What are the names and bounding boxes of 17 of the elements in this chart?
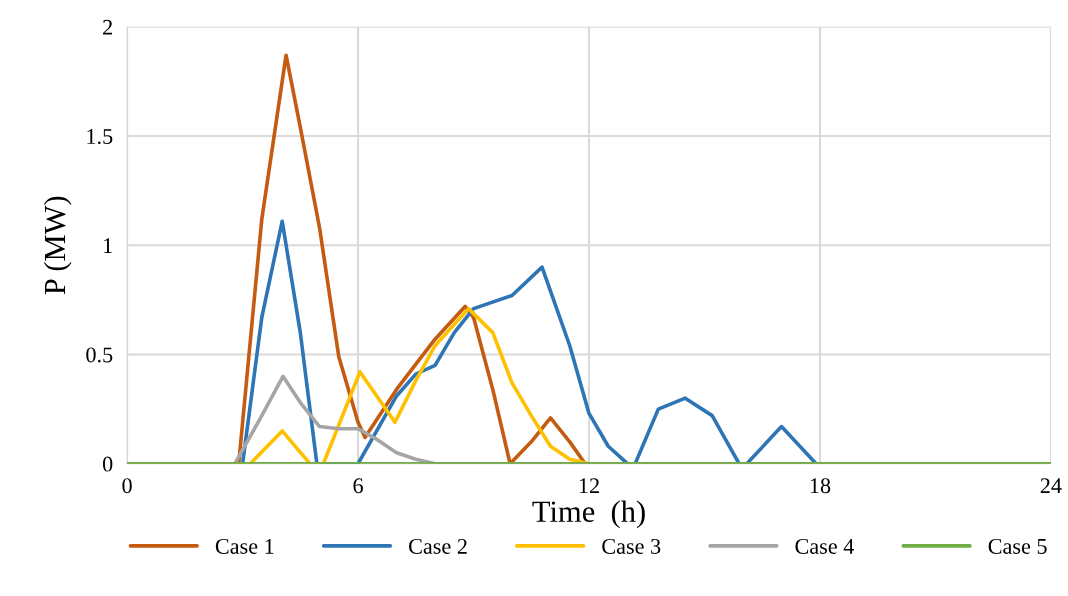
legend-label: Case 5 <box>988 538 1047 554</box>
x-tick-label: 24 <box>1040 478 1062 493</box>
x-axis-title: Time (h) <box>532 500 645 529</box>
x-tick-label: 0 <box>122 478 132 494</box>
legend-label: Case 4 <box>795 538 855 554</box>
y-tick-label: 0 <box>102 456 113 472</box>
y-tick-label: 2 <box>103 19 112 35</box>
legend-label: Case 1 <box>215 538 274 554</box>
y-tick-label: 1.5 <box>87 129 113 145</box>
x-tick-label: 6 <box>353 478 363 494</box>
legend-label: Case 3 <box>602 538 661 554</box>
x-tick-label: 12 <box>579 478 599 493</box>
legend-label: Case 2 <box>409 538 467 554</box>
x-tick-label: 18 <box>810 478 831 494</box>
y-axis-title: P (MW) <box>43 196 72 295</box>
y-tick-label: 1 <box>104 238 112 253</box>
y-tick-label: 0.5 <box>86 347 113 363</box>
